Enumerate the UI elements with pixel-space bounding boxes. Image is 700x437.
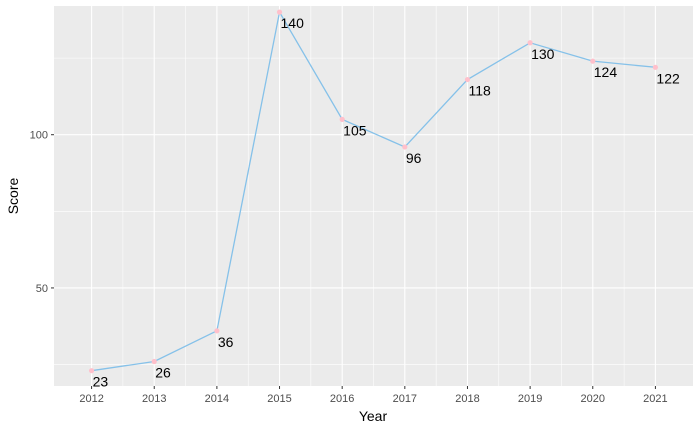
x-tick-label: 2017 (393, 393, 417, 405)
tick-labels: 2012 2013 2014 2015 2016 2017 2018 2019 2020 2021… (30, 130, 668, 405)
data-label: 96 (406, 150, 422, 166)
x-tick-label: 2021 (643, 393, 667, 405)
data-point (652, 64, 659, 70)
data-point (151, 358, 157, 365)
y-tick-label: 100 (30, 130, 48, 142)
data-point (276, 9, 283, 15)
axis-ticks (51, 134, 656, 389)
data-label: 118 (468, 83, 491, 99)
data-label: 36 (218, 334, 234, 350)
x-tick-label: 2012 (79, 393, 103, 405)
data-labels: 23 26 36 140 105 96 118 130 124 122 (93, 15, 680, 390)
data-label: 122 (656, 70, 680, 86)
series-line (91, 10, 656, 372)
data-points (88, 9, 659, 374)
y-axis-title: Score (5, 178, 21, 215)
data-label: 105 (343, 122, 367, 138)
data-label: 26 (155, 364, 171, 380)
minor-gridlines (54, 6, 693, 386)
data-point (88, 368, 95, 374)
x-tick-label: 2013 (142, 393, 166, 405)
data-point (402, 144, 408, 150)
data-point (527, 40, 533, 46)
data-point (590, 58, 596, 64)
data-label: 130 (531, 46, 555, 62)
x-axis-title: Year (359, 408, 388, 424)
x-tick-label: 2014 (205, 393, 229, 405)
x-tick-label: 2020 (581, 393, 605, 405)
x-tick-label: 2019 (518, 393, 542, 405)
data-label: 124 (594, 64, 618, 80)
data-point (339, 116, 345, 122)
x-tick-label: 2016 (330, 393, 354, 405)
data-label: 23 (93, 374, 109, 390)
x-tick-label: 2015 (267, 393, 291, 405)
data-point (214, 328, 220, 334)
x-tick-label: 2018 (455, 393, 479, 405)
series-lines (91, 10, 656, 372)
data-point (464, 76, 471, 83)
data-label: 140 (281, 15, 305, 31)
y-tick-label: 50 (36, 283, 48, 295)
